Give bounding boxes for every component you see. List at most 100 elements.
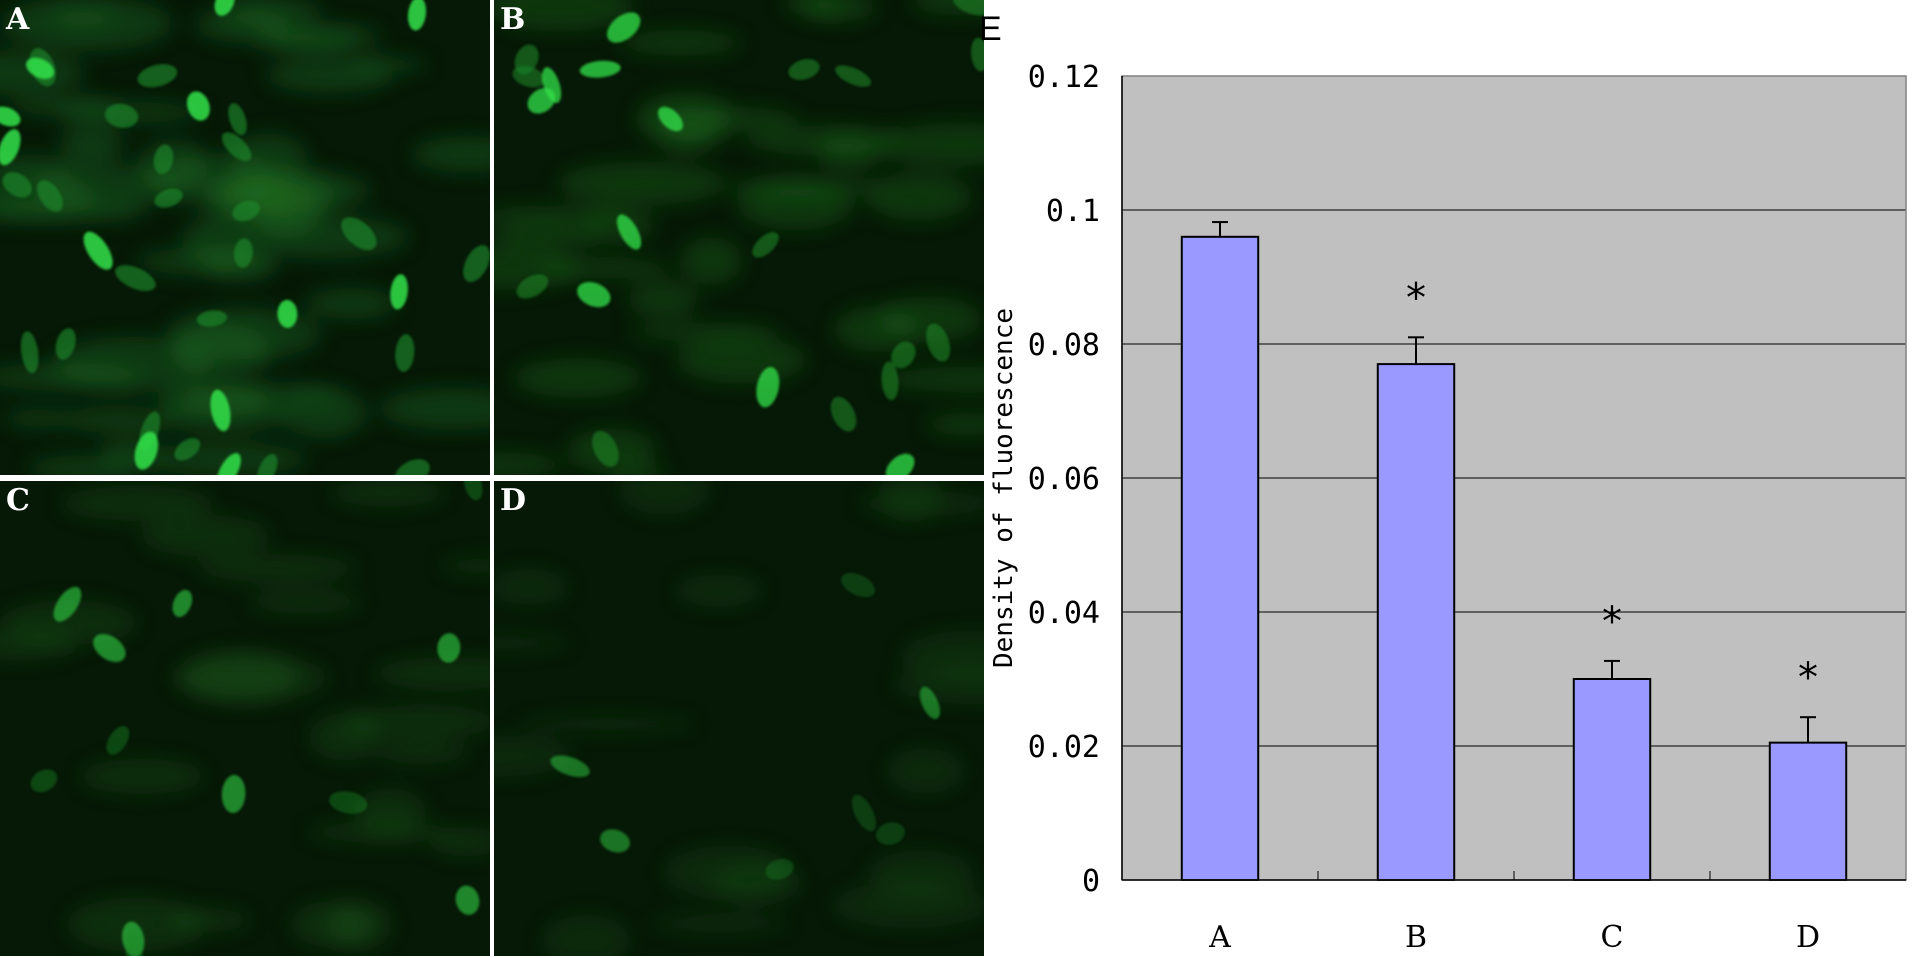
cell-body [429, 827, 490, 857]
cell-body [197, 554, 358, 583]
nucleus [875, 822, 905, 845]
nucleus [214, 0, 235, 16]
nucleus [221, 774, 246, 814]
cell-body [195, 6, 289, 43]
nucleus [851, 794, 877, 832]
cell-body [881, 366, 984, 392]
nucleus [216, 453, 241, 475]
y-tick-label: 0 [1082, 864, 1100, 899]
cell-body [832, 881, 984, 929]
nucleus [104, 103, 139, 128]
cell-body [542, 914, 631, 956]
micrograph-image-c [0, 481, 490, 956]
cytoplasm-haze [494, 0, 984, 475]
bar-chart-svg: E * * * 0 0.02 0.04 0.06 0.08 0.1 0.12 A B C D Densi… [979, 10, 1907, 955]
nucleus [83, 231, 113, 270]
panel-label-e: E [979, 10, 1002, 48]
nucleus [395, 334, 415, 372]
nucleus [134, 431, 159, 470]
bars: * * * [1180, 221, 1848, 882]
x-tick-label: B [1405, 920, 1427, 955]
nucleus [835, 65, 872, 87]
cell-body [675, 574, 763, 608]
cell-body [724, 178, 885, 199]
nucleus [26, 57, 54, 79]
cell-body [166, 307, 322, 361]
cell-body [135, 247, 276, 276]
nucleus [756, 366, 780, 408]
cytoplasm-haze [0, 481, 490, 953]
nucleus [137, 64, 178, 88]
nucleus [233, 238, 253, 268]
nucleus [437, 633, 461, 663]
bar [1572, 678, 1652, 881]
nucleus [891, 341, 916, 369]
nucleus [174, 438, 201, 461]
nucleus [752, 232, 779, 258]
nucleus [516, 274, 549, 299]
cell-body [440, 557, 490, 575]
x-tick-label: D [1796, 920, 1820, 955]
panel-label-a: A [6, 2, 30, 37]
nucleus [228, 103, 247, 136]
cell-body [329, 481, 447, 507]
axes [1121, 75, 1907, 881]
bar-chart: E * * * 0 0.02 0.04 0.06 0.08 0.1 0.12 A B C D Densi… [962, 0, 1912, 958]
nucleus [341, 217, 377, 251]
cell-body [379, 387, 490, 430]
cell-body [140, 515, 271, 557]
nucleus [106, 725, 130, 755]
cell-body [866, 172, 973, 221]
micrograph-grid: A B C D [0, 0, 984, 958]
nucleus [577, 282, 611, 308]
nucleus [153, 144, 174, 175]
cell-body [876, 122, 984, 166]
nucleus [579, 60, 621, 78]
micrograph-image-b [494, 0, 984, 475]
y-tick-label: 0.1 [1046, 194, 1100, 229]
cell-body [373, 657, 490, 690]
cell-body [248, 590, 362, 614]
significance-marker: * [1798, 655, 1818, 701]
cell-body [892, 665, 984, 705]
nucleus [2, 172, 32, 198]
cell-body [306, 821, 450, 843]
nucleus [20, 331, 39, 374]
nucleus [788, 59, 820, 80]
nucleus [407, 0, 427, 31]
nucleus [390, 274, 408, 310]
nucleus [93, 633, 126, 663]
nucleus [881, 361, 899, 401]
x-tick-label: C [1601, 920, 1624, 955]
panel-label-d: D [500, 483, 527, 518]
micrograph-image-d [494, 481, 984, 956]
cell-body [627, 282, 699, 317]
nucleus [0, 106, 21, 127]
cell-body [61, 485, 214, 522]
nucleus [592, 430, 619, 467]
cell-body [251, 30, 360, 52]
y-tick-label: 0.06 [1028, 462, 1100, 497]
cell-body [0, 363, 146, 391]
nucleus [115, 265, 156, 292]
nucleus [765, 858, 794, 880]
y-tick-label: 0.12 [1028, 60, 1100, 95]
micrograph-panel-c: C [0, 481, 490, 956]
nucleus [919, 686, 941, 720]
x-tick-label: A [1208, 920, 1231, 955]
cell-body [887, 747, 965, 794]
micrograph-panel-d: D [494, 481, 984, 956]
cell-body [512, 358, 642, 398]
nucleus [30, 769, 58, 793]
nucleus [606, 12, 641, 43]
bar [1768, 741, 1848, 882]
nucleus [599, 829, 631, 853]
nucleus [394, 459, 430, 475]
cell-body [494, 634, 572, 652]
y-tick-label: 0.04 [1028, 596, 1100, 631]
y-tick-label: 0.02 [1028, 730, 1100, 765]
cell-body [834, 306, 919, 352]
nucleus [952, 0, 984, 16]
nucleus [514, 44, 539, 75]
nucleus [172, 589, 193, 617]
